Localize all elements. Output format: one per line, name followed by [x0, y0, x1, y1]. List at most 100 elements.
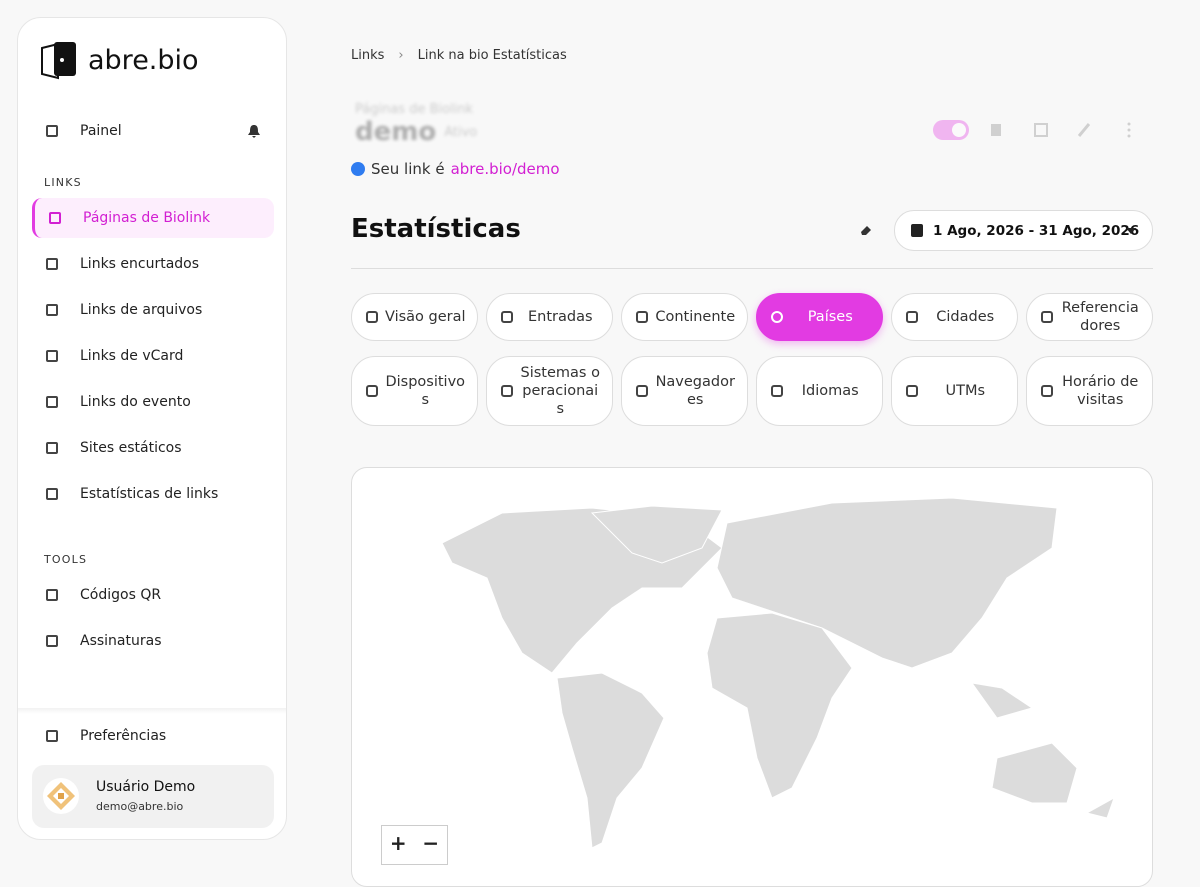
dot — [351, 162, 365, 176]
separator: › — [398, 48, 404, 63]
page: abre.bio {"sidebar": {"logo": "abre.bio"… — [17, 17, 1153, 887]
tab[interactable]: Horário de visitas — [1026, 356, 1153, 426]
zoom-in[interactable]: + — [389, 831, 407, 855]
user-card[interactable]: Usuário Demo demo@abre.bio — [32, 765, 274, 828]
user-name: Usuário Demo — [96, 779, 196, 795]
section-heading: TOOLS — [44, 553, 88, 566]
tab[interactable]: Cidades — [891, 293, 1018, 341]
link[interactable]: abre.bio/demo — [450, 160, 560, 178]
tab[interactable]: Entradas — [486, 293, 613, 341]
calendar-icon — [911, 224, 923, 237]
kicker: Páginas de Biolink — [355, 102, 474, 117]
icon — [46, 258, 58, 270]
tab-label: Referenciadores — [1061, 300, 1139, 334]
breadcrumb-current: Link na bio Estatísticas — [417, 48, 567, 63]
nav-label: Links do evento — [80, 394, 191, 410]
nav-label: Sites estáticos — [80, 440, 182, 456]
tab-label: UTMs — [945, 383, 986, 399]
header-actions[interactable] — [931, 118, 1151, 142]
body: abre.bio Painel LINKS Páginas de Biolink L… — [17, 17, 1153, 887]
nav-label: Preferências — [80, 728, 167, 744]
clear-icon[interactable] — [859, 223, 873, 237]
tab[interactable]: Idiomas — [756, 356, 883, 426]
nav-item[interactable]: Páginas de Biolink — [32, 198, 274, 238]
logo-icon — [41, 42, 76, 80]
user-email: demo@abre.bio — [96, 800, 184, 813]
tab-label: Visão geral — [384, 309, 466, 325]
map-card: + − — [351, 467, 1153, 887]
date-range: 1 Ago, 2026 - 31 Ago, 2026 — [933, 222, 1140, 239]
tab[interactable]: Dispositivos — [351, 356, 478, 426]
icon — [46, 304, 58, 316]
icon — [46, 442, 58, 454]
icon — [366, 311, 378, 323]
nav-item[interactable]: Links encurtados — [32, 244, 274, 284]
stats-title: Estatísticas — [351, 214, 521, 244]
icon — [46, 635, 58, 647]
tab[interactable]: Visão geral — [351, 293, 478, 341]
bell-icon[interactable] — [248, 124, 260, 138]
icon — [1041, 385, 1053, 397]
icon — [46, 488, 58, 500]
nav-label: Assinaturas — [80, 633, 162, 649]
nav-item[interactable]: Sites estáticos — [32, 428, 274, 468]
breadcrumb-link[interactable]: Links — [351, 48, 385, 63]
caret — [1126, 228, 1136, 234]
tab-label: Continente — [655, 309, 736, 325]
status: Ativo — [444, 124, 478, 140]
tab[interactable]: Continente — [621, 293, 748, 341]
nav-label: Estatísticas de links — [80, 486, 219, 502]
icon — [501, 385, 513, 397]
icon — [771, 311, 783, 323]
icon — [49, 212, 61, 224]
icon — [906, 385, 918, 397]
zoom-out[interactable]: − — [422, 831, 440, 855]
tab-label: Navegadores — [655, 374, 735, 408]
nav-item[interactable]: Assinaturas — [32, 621, 274, 661]
nav-item[interactable]: Códigos QR — [32, 575, 274, 615]
nav-item[interactable]: Preferências — [32, 716, 274, 756]
page-header: Páginas de Biolink demo Ativo — [355, 102, 477, 147]
tab[interactable]: Países — [756, 293, 883, 341]
zoom-control: + − — [381, 825, 448, 865]
nav-label: Códigos QR — [80, 587, 162, 603]
tab-label: Dispositivos — [385, 374, 466, 408]
nav-item[interactable]: Links de arquivos — [32, 290, 274, 330]
tab-label: Sistemas operacionais — [520, 365, 600, 417]
icon — [46, 730, 58, 742]
icon — [906, 311, 918, 323]
tab-label: Países — [807, 309, 853, 325]
sidebar: abre.bio Painel LINKS Páginas de Biolink L… — [17, 17, 287, 840]
icon — [636, 311, 648, 323]
nav-item[interactable]: Links do evento — [32, 382, 274, 422]
icon — [46, 589, 58, 601]
nav-label: Links de vCard — [80, 348, 184, 364]
nav-label: Páginas de Biolink — [83, 210, 211, 226]
nav-item[interactable]: Painel — [32, 111, 274, 151]
tab[interactable]: UTMs — [891, 356, 1018, 426]
tab-label: Horário de visitas — [1062, 374, 1139, 408]
world-map — [441, 497, 1115, 849]
tab[interactable]: Navegadores — [621, 356, 748, 426]
icon — [771, 385, 783, 397]
icon — [46, 350, 58, 362]
section-heading: LINKS — [44, 176, 82, 189]
divider — [18, 708, 286, 714]
nav-label: Links de arquivos — [80, 302, 203, 318]
icon — [46, 396, 58, 408]
link-prefix: Seu link é — [371, 160, 445, 178]
icon — [636, 385, 648, 397]
link-line: Seu link é abre.bio/demo — [351, 160, 560, 178]
tab[interactable]: Sistemas operacionais — [486, 356, 613, 426]
breadcrumb: Links › Link na bio Estatísticas — [351, 48, 567, 63]
date-picker[interactable]: 1 Ago, 2026 - 31 Ago, 2026 — [894, 210, 1153, 251]
nav-item[interactable]: Links de vCard — [32, 336, 274, 376]
tab-label: Idiomas — [801, 383, 859, 399]
tab[interactable]: Referenciadores — [1026, 293, 1153, 341]
icon — [1041, 311, 1053, 323]
nav-item[interactable]: Estatísticas de links — [32, 474, 274, 514]
avatar — [43, 778, 79, 814]
nav-label: Painel — [80, 123, 122, 139]
logo[interactable]: abre.bio — [38, 40, 199, 80]
icon — [366, 385, 378, 397]
